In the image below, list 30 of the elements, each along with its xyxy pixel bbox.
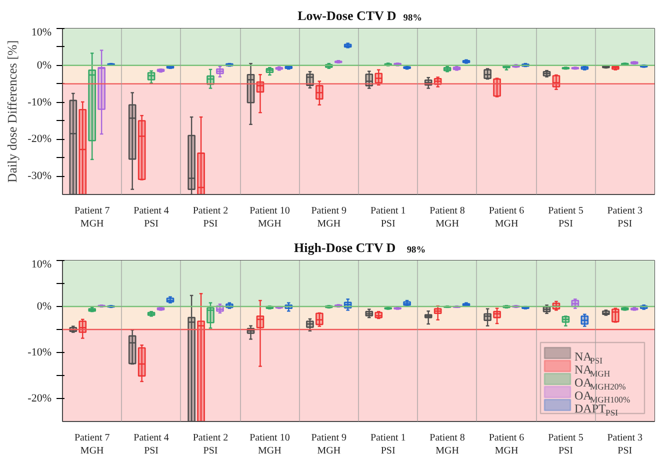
y-tick-label: -20%	[28, 392, 52, 404]
x-tick-label: Patient 7 MGH	[74, 206, 110, 230]
x-tick-label: Patient 10 MGH	[250, 206, 290, 230]
x-tick-label: Patient 5 PSI	[548, 432, 584, 457]
y-tick-label: 10%	[31, 258, 52, 270]
x-tick-label: Patient 8 MGH	[430, 432, 465, 457]
x-tick-label: Patient 8 MGH	[430, 206, 465, 230]
x-tick-label: Patient 4 PSI	[134, 432, 169, 457]
x-tick-label: Patient 7 MGH	[74, 432, 110, 457]
y-tick-label: 0%	[36, 59, 52, 72]
x-tick-label: Patient 9 MGH	[311, 206, 347, 230]
y-tick-label: -10%	[28, 96, 52, 108]
y-tick-label: -10%	[28, 346, 52, 358]
x-tick-label: Patient 1 PSI	[370, 206, 406, 230]
x-tick-label: Patient 10 MGH	[250, 432, 290, 457]
y-axis-title: Daily dose Differences [%]	[4, 40, 20, 183]
x-tick-label: Patient 5 PSI	[548, 206, 584, 230]
x-tick-label: Patient 9 MGH	[311, 432, 347, 457]
y-tick-label: -20%	[28, 133, 52, 146]
x-tick-label: Patient 1 PSI	[370, 432, 406, 457]
x-tick-label: Patient 4 PSI	[134, 206, 169, 230]
x-tick-label: Patient 6 MGH	[488, 432, 524, 457]
y-tick-label: 0%	[36, 300, 52, 312]
x-tick-label: Patient 2 PSI	[192, 206, 228, 230]
x-tick-label: Patient 2 PSI	[192, 432, 228, 457]
x-tick-label: Patient 3 PSI	[607, 432, 643, 457]
x-tick-label: Patient 3 PSI	[607, 206, 643, 230]
y-tick-label: 10%	[31, 26, 52, 38]
x-tick-label: Patient 6 MGH	[488, 206, 524, 230]
y-tick-label: -30%	[28, 170, 52, 182]
